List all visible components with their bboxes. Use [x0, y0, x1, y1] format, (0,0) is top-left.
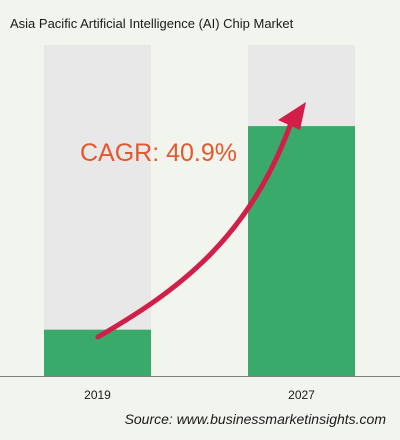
- chart-title: Asia Pacific Artificial Intelligence (AI…: [10, 16, 294, 31]
- bar-track-2019: [44, 45, 151, 376]
- bars: [44, 126, 355, 376]
- source-note: Source: www.businessmarketinsights.com: [124, 411, 386, 427]
- x-tick-labels: 2019 2027: [84, 388, 315, 402]
- x-tick-label-2027: 2027: [288, 388, 315, 402]
- growth-arrow-icon: [95, 117, 295, 340]
- x-tick-label-2019: 2019: [84, 388, 111, 402]
- cagr-annotation: CAGR: 40.9%: [80, 139, 237, 167]
- bar-2027: [248, 126, 355, 376]
- growth-arrowhead-icon: [278, 102, 306, 130]
